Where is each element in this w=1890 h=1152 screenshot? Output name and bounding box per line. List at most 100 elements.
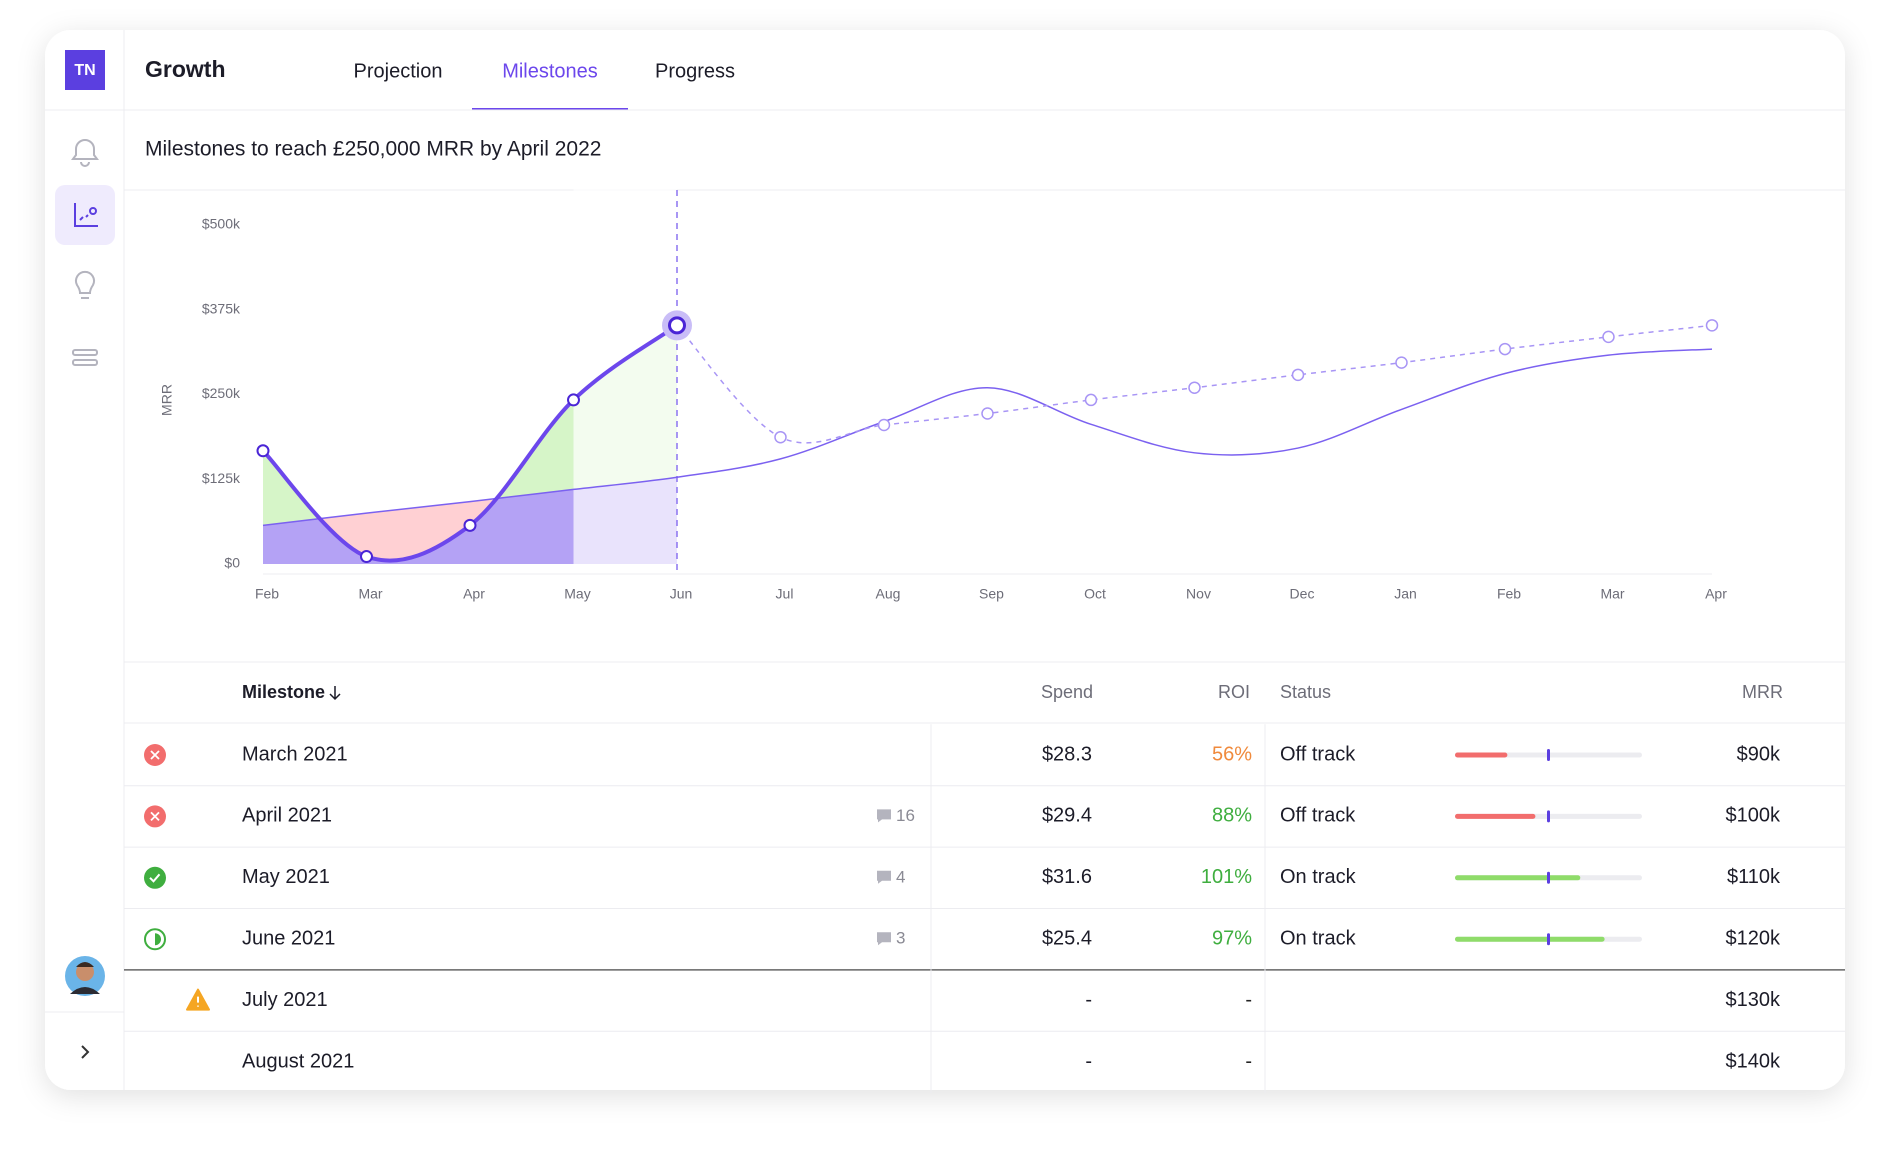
- y-tick-label: $250k: [202, 385, 241, 401]
- sort-arrow: [329, 686, 341, 701]
- data-point: [1291, 368, 1305, 382]
- milestone-name[interactable]: May 2021: [242, 866, 330, 888]
- milestone-name[interactable]: August 2021: [242, 1050, 354, 1072]
- spend: -: [1085, 989, 1092, 1011]
- mrr: $130k: [1726, 989, 1781, 1011]
- status: Off track: [1280, 805, 1356, 827]
- x-tick-label: Apr: [463, 586, 485, 602]
- mrr: $140k: [1726, 1050, 1781, 1072]
- x-tick-label: Jan: [1394, 586, 1417, 602]
- data-point: [1498, 342, 1512, 356]
- column-header[interactable]: Milestone: [242, 682, 325, 702]
- chart-icon: [74, 203, 98, 227]
- data-point: [877, 418, 891, 432]
- x-tick-label: Mar: [358, 586, 382, 602]
- nav-icons: [55, 139, 115, 366]
- mrr: $100k: [1726, 805, 1781, 827]
- layers-icon[interactable]: [72, 349, 98, 356]
- data-point: [1188, 381, 1201, 394]
- roi: -: [1245, 989, 1252, 1011]
- spend: -: [1085, 1050, 1092, 1072]
- card: [45, 30, 1845, 1090]
- comment-count: 3: [896, 929, 905, 948]
- comment-icon: [877, 809, 891, 823]
- chart-icon-dot: [89, 207, 97, 215]
- progress-bar: [1455, 936, 1605, 942]
- bulb-icon[interactable]: [75, 270, 95, 299]
- x-tick-label: Nov: [1186, 586, 1211, 602]
- comment-icon: [877, 870, 891, 884]
- tab[interactable]: Milestones: [502, 60, 598, 82]
- status-icon: [144, 866, 166, 889]
- x-tick-label: Feb: [1497, 586, 1521, 602]
- roi: 97%: [1212, 927, 1252, 949]
- tab-underline: [472, 108, 628, 111]
- data-point: [1395, 356, 1408, 369]
- status: On track: [1280, 927, 1357, 949]
- logo[interactable]: [65, 50, 105, 90]
- milestone-name[interactable]: March 2021: [242, 743, 348, 765]
- milestone-table: Milestone Spend ROI Status MRR March 2021 $28.…: [124, 682, 1845, 1093]
- progress-target: [1547, 749, 1550, 761]
- progress-target: [1547, 933, 1550, 946]
- progress-bar: [1455, 813, 1536, 819]
- tab[interactable]: Projection: [354, 60, 443, 82]
- x-tick-label: Oct: [1084, 586, 1106, 602]
- series-line: [262, 348, 1713, 527]
- column-header[interactable]: MRR: [1742, 682, 1783, 702]
- status-icon-half: [155, 933, 161, 946]
- mrr: $120k: [1726, 927, 1781, 949]
- y-tick-label: $375k: [202, 300, 241, 316]
- y-tick-label: $0: [224, 555, 240, 571]
- x-tick-label: Dec: [1290, 586, 1315, 602]
- data-point: [668, 316, 686, 335]
- x-tick-label: Sep: [979, 586, 1004, 602]
- avatar[interactable]: [65, 956, 105, 996]
- x-tick-label: Mar: [1600, 586, 1624, 602]
- status: Off track: [1280, 743, 1356, 765]
- tabs: Projection Milestones Progress: [354, 60, 735, 111]
- x-tick-label: Jul: [776, 586, 794, 602]
- status-icon-x: [150, 750, 160, 760]
- status-icon-check: [149, 873, 161, 883]
- logo-text: TN: [74, 62, 95, 79]
- column-header[interactable]: ROI: [1218, 682, 1250, 702]
- milestone-name[interactable]: April 2021: [242, 805, 332, 827]
- roi: 101%: [1201, 866, 1252, 888]
- x-tick-label: Aug: [876, 586, 901, 602]
- layers-icon-2: [72, 359, 98, 366]
- x-tick-label: Feb: [255, 586, 279, 602]
- roi: 56%: [1212, 743, 1252, 765]
- progress-bar: [1455, 875, 1581, 881]
- mrr: $90k: [1737, 743, 1781, 765]
- data-point: [1705, 319, 1719, 332]
- y-tick-label: $125k: [202, 470, 241, 486]
- milestone-name[interactable]: July 2021: [242, 989, 328, 1011]
- data-point: [360, 550, 373, 564]
- chart-title: Milestones to reach £250,000 MRR by Apri…: [145, 138, 601, 161]
- column-header[interactable]: Spend: [1041, 682, 1093, 702]
- x-tick-label: Apr: [1705, 586, 1727, 602]
- status: On track: [1280, 866, 1357, 888]
- spend: $28.3: [1042, 743, 1092, 765]
- bell-icon[interactable]: [71, 139, 99, 167]
- x-tick-label: Jun: [670, 586, 693, 602]
- milestone-name[interactable]: June 2021: [242, 927, 335, 949]
- y-tick-label: $500k: [202, 216, 241, 232]
- column-header[interactable]: Status: [1280, 682, 1331, 702]
- comment-count: 4: [896, 867, 905, 886]
- expand-chevron[interactable]: [81, 1045, 90, 1059]
- status-icon-x: [150, 811, 160, 822]
- spend: $31.6: [1042, 866, 1092, 888]
- roi: -: [1245, 1050, 1252, 1072]
- spend: $25.4: [1042, 927, 1092, 949]
- tab[interactable]: Progress: [655, 60, 735, 82]
- data-point: [1602, 330, 1615, 344]
- active-nav[interactable]: [55, 185, 115, 245]
- comment-count: 16: [896, 806, 915, 825]
- data-point: [463, 518, 477, 532]
- future-fade: [573, 175, 677, 564]
- mrr: $110k: [1727, 866, 1781, 888]
- page-title: Growth: [145, 56, 226, 82]
